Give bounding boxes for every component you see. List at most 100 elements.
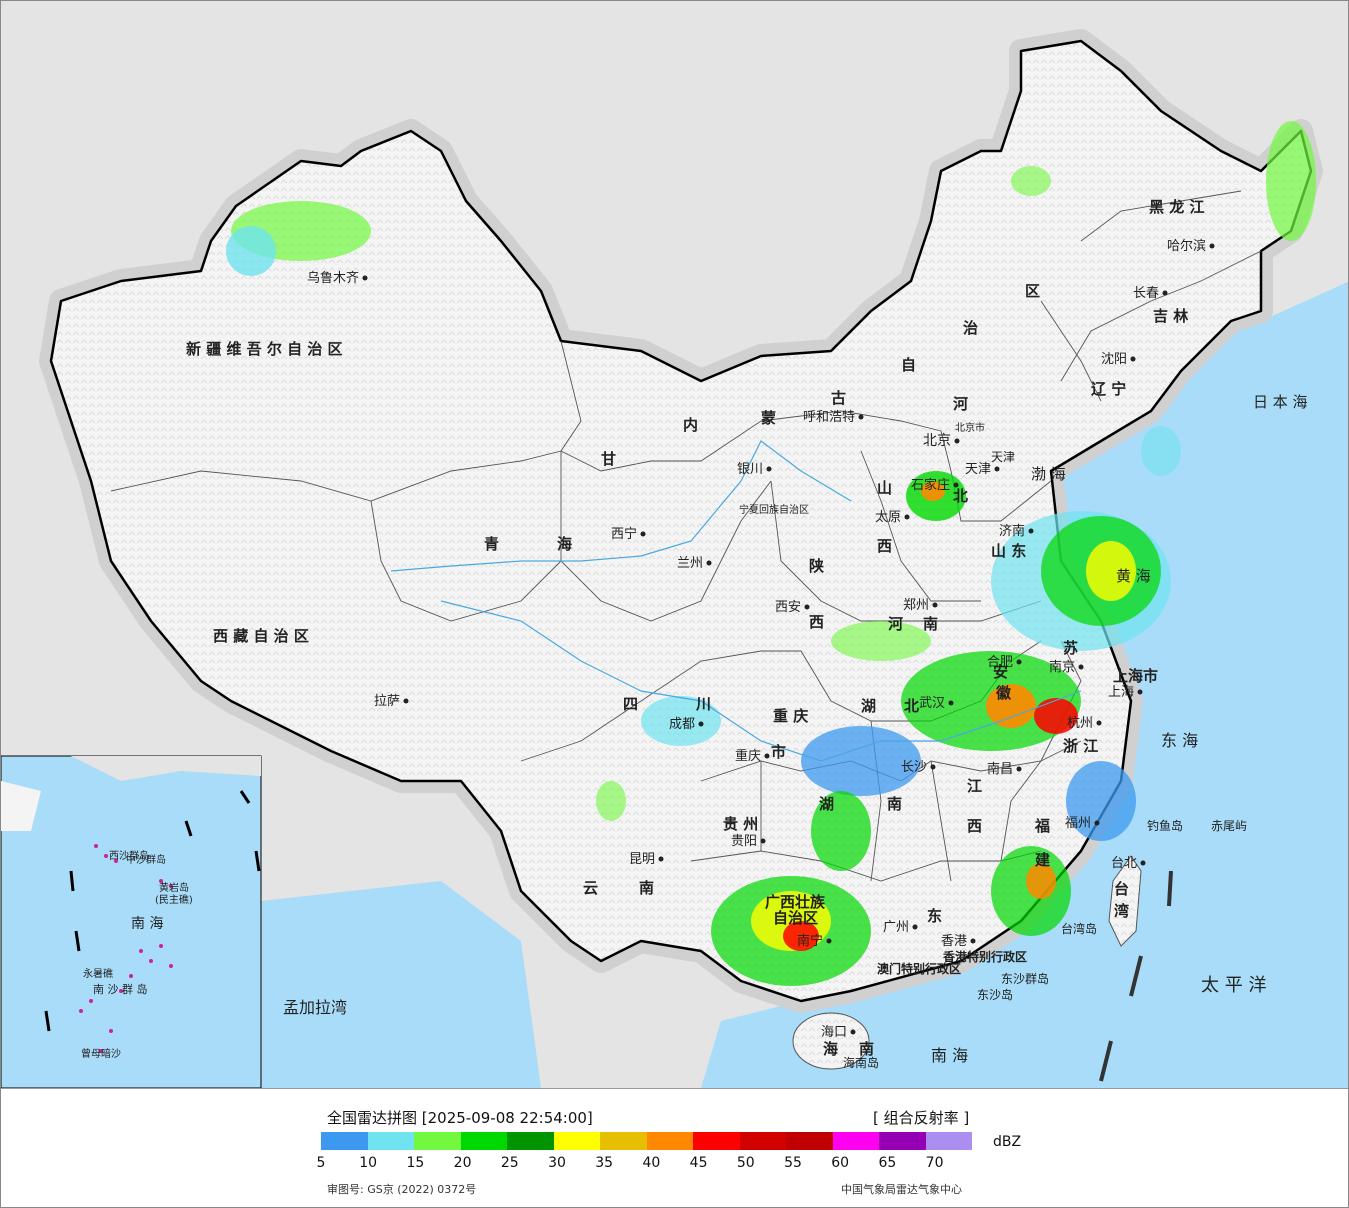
legend-panel: 全国雷达拼图 [2025-09-08 22:54:00] [ 组合反射率 ] d…: [1, 1088, 1348, 1207]
legend-swatch: [739, 1132, 786, 1150]
city-label-wuhan: 武汉: [919, 696, 945, 711]
city-marker: [826, 938, 832, 944]
province-label-sichuan-1: 四: [623, 695, 638, 713]
province-label-guizhou: 贵 州: [723, 815, 758, 833]
taiwan-island: [1108, 855, 1142, 947]
city-label-guiyang: 贵阳: [731, 834, 757, 849]
city-marker: [994, 466, 1000, 472]
sea-label-east-sea: 东 海: [1161, 731, 1198, 750]
sea-boundary-dashes: [1099, 870, 1173, 1082]
province-label-sichuan-2: 川: [695, 695, 711, 713]
sea-label-bengal: 孟加拉湾: [283, 998, 347, 1017]
legend-tick-label: 65: [878, 1155, 897, 1171]
province-label-fujian-2: 建: [1035, 851, 1051, 869]
city-marker: [1130, 356, 1136, 362]
legend-tick-label: 10: [359, 1155, 378, 1171]
province-label-jilin: 吉 林: [1153, 307, 1189, 325]
province-label-jiangsu: 苏: [1063, 639, 1078, 657]
province-label-neimenggu-qu: 区: [1025, 282, 1040, 300]
island-label-dongsha-q: 东沙群岛: [1001, 971, 1049, 986]
province-label-henan-1: 河: [888, 615, 903, 633]
city-label-shijiazhuang: 石家庄: [911, 477, 950, 493]
city-label-lanzhou: 兰州: [677, 556, 703, 571]
china-land: [49, 39, 1313, 1003]
city-label-nanning: 南宁: [797, 933, 823, 949]
inset-south-sea-label: 南 海: [131, 916, 163, 932]
sea-label-yellow-sea: 黄 海: [1116, 567, 1151, 585]
city-marker: [1140, 860, 1146, 866]
legend-swatch: [460, 1132, 507, 1150]
province-label-neimenggu-gu: 古: [831, 389, 846, 407]
city-label-beijing: 北京: [923, 433, 951, 449]
province-label-heilongjiang: 黑 龙 江: [1149, 198, 1204, 216]
province-label-yunnan-2: 南: [639, 879, 654, 897]
province-label-henan-2: 南: [923, 615, 938, 633]
legend-tick-label: 55: [784, 1155, 802, 1171]
city-label-hohhot: 呼和浩特: [803, 410, 855, 425]
legend-swatch: [879, 1132, 926, 1150]
city-marker: [1028, 528, 1034, 534]
sea-label-bohai: 渤 海: [1031, 465, 1066, 483]
city-marker: [658, 856, 664, 862]
city-label-zhengzhou: 郑州: [903, 598, 929, 613]
legend-tick-label: 15: [406, 1155, 425, 1171]
legend-tick-label: 60: [831, 1155, 850, 1171]
province-label-guangdong: 东: [927, 907, 942, 925]
city-marker: [1209, 243, 1215, 249]
city-marker: [858, 414, 864, 420]
province-label-taiwan-1: 台: [1114, 880, 1129, 898]
inset-minzhu-label: (民主礁): [155, 893, 193, 906]
province-label-hubei-1: 湖: [861, 697, 876, 715]
province-label-hainan-1: 海: [823, 1040, 838, 1058]
island-label-chiwei: 赤尾屿: [1211, 819, 1247, 833]
legend-ticks: 5 10 15 20 25 30 35 40 45 50 55 60 65 70: [1, 1155, 1348, 1173]
legend-swatch: [414, 1132, 461, 1150]
city-label-xian: 西安: [775, 600, 801, 615]
province-label-qinghai-1: 青: [484, 535, 499, 553]
legend-swatch: [600, 1132, 647, 1150]
sea-label-japan-sea: 日 本 海: [1253, 393, 1308, 411]
city-label-changsha: 长沙: [901, 760, 927, 775]
province-label-hunan-1: 湖: [819, 795, 834, 813]
province-label-shanghai: 上海市: [1113, 667, 1158, 685]
city-label-fuzhou: 福州: [1065, 816, 1091, 831]
province-label-jiangxi-2: 西: [967, 817, 982, 835]
city-marker: [1096, 720, 1102, 726]
legend-swatch: [925, 1132, 972, 1150]
city-marker: [1016, 766, 1022, 772]
province-label-hunan-2: 南: [887, 795, 902, 813]
legend-tick-label: 35: [595, 1155, 614, 1171]
city-marker: [760, 838, 766, 844]
province-label-guangxi-1: 广西壮族: [765, 893, 826, 911]
province-label-hebei-bei: 北: [953, 487, 968, 505]
legend-swatch: [367, 1132, 414, 1150]
south-sea-inset: 南 海 西沙群岛 中沙群岛 黄岩岛 (民主礁) 南 沙 群 岛 曾母暗沙 永暑礁: [1, 755, 262, 1088]
island-label-taiwan-isl: 台湾岛: [1061, 921, 1097, 936]
city-marker: [1162, 290, 1168, 296]
legend-swatch: [786, 1132, 833, 1150]
radar-map: 南 海 西沙群岛 中沙群岛 黄岩岛 (民主礁) 南 沙 群 岛 曾母暗沙 永暑礁…: [1, 1, 1348, 1088]
sea-area-bengal: [261, 881, 541, 1088]
city-marker: [948, 700, 954, 706]
province-label-chongqing-1: 重 庆: [773, 707, 808, 725]
province-label-shaanxi-1: 陕: [809, 557, 824, 575]
city-label-yinchuan: 银川: [737, 462, 763, 477]
city-marker: [1137, 689, 1143, 695]
city-marker: [804, 604, 810, 610]
province-label-chongqing-2: 市: [771, 743, 786, 761]
city-label-harbin: 哈尔滨: [1167, 238, 1206, 254]
legend-tick-label: 50: [736, 1155, 755, 1171]
rivers: [390, 440, 1082, 762]
inset-zhongsha-label: 中沙群岛: [126, 853, 166, 866]
province-label-fujian-1: 福: [1034, 817, 1050, 835]
city-label-jinan: 济南: [999, 523, 1025, 539]
approval-number: 审图号: GS京 (2022) 0372号: [327, 1183, 477, 1196]
city-marker: [912, 924, 918, 930]
province-label-shanxi-1: 山: [877, 479, 892, 497]
legend-tick-label: 70: [925, 1155, 944, 1171]
city-marker: [930, 764, 936, 770]
province-label-hainan-2: 南: [859, 1040, 874, 1058]
province-label-anhui-1: 安: [993, 663, 1008, 681]
city-label-taibei: 台北: [1111, 856, 1137, 871]
